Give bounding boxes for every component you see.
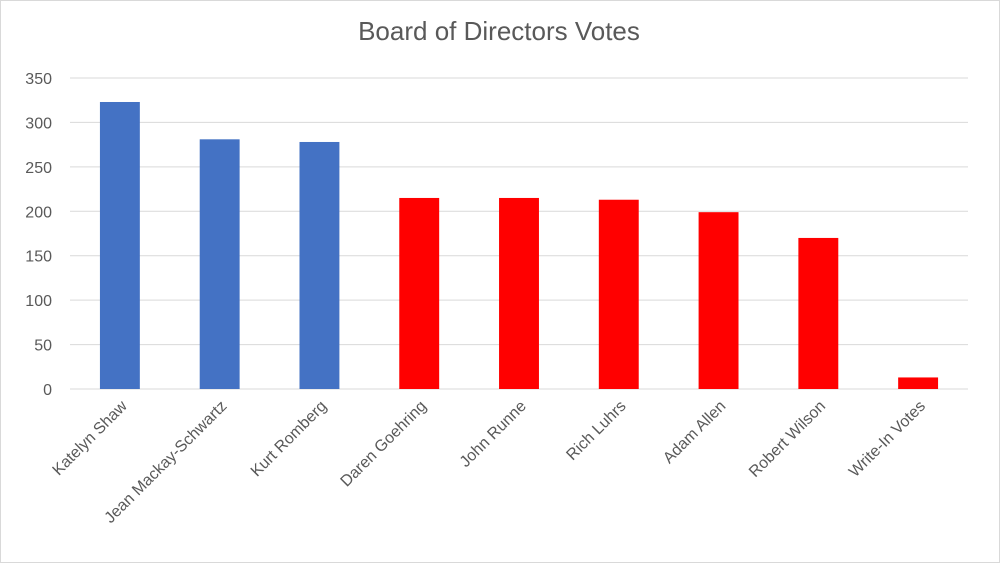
y-tick-label: 100 [25,293,52,310]
y-tick-label: 250 [25,160,52,177]
y-tick-label: 200 [25,204,52,221]
bars [99,101,939,390]
y-tick-label: 350 [25,71,52,88]
bar [698,212,739,389]
x-tick-label: Katelyn Shaw [50,397,132,479]
y-tick-label: 150 [25,249,52,266]
bar [299,141,340,389]
y-tick-label: 300 [25,115,52,132]
bar [499,197,539,389]
y-tick-label: 50 [34,338,52,355]
x-tick-label: Write-In Votes [846,398,929,481]
bar [798,237,839,389]
y-tick-label: 0 [43,382,52,399]
x-tick-label: Robert Wilson [746,398,829,481]
chart-title: Board of Directors Votes [358,16,640,46]
bar [199,139,240,389]
bar [598,199,639,389]
y-axis-ticks: 0 50 100 150 200 250 300 350 [25,71,52,399]
x-tick-label: Adam Allen [660,398,729,467]
x-tick-label: Rich Luhrs [564,398,630,464]
bar [99,101,140,390]
bar [399,197,440,389]
bar [898,377,939,389]
x-tick-label: Kurt Romberg [248,398,330,480]
x-tick-label: John Runne [457,398,530,471]
x-tick-label: Daren Goehring [338,398,431,491]
